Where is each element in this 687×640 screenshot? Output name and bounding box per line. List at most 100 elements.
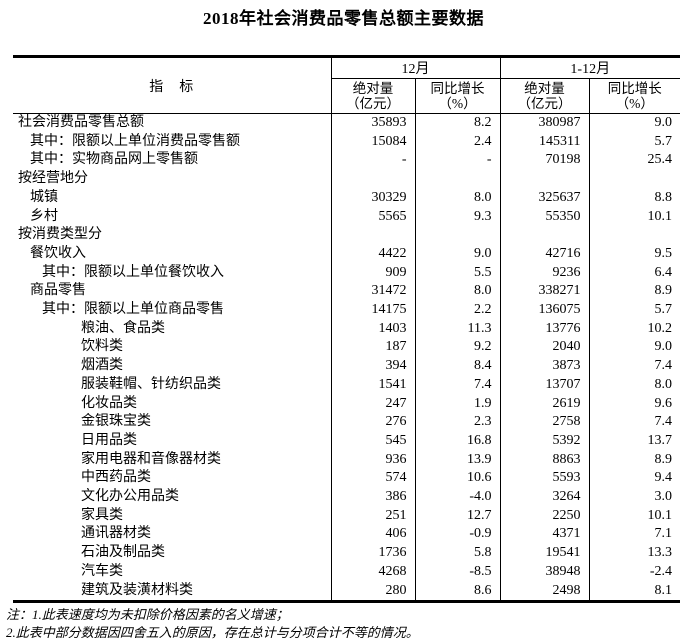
value-cell: 1541: [331, 375, 416, 395]
table-row: 石油及制品类 1736 5.8 19541 13.3: [13, 544, 680, 563]
value-cell: 7.4: [415, 375, 501, 395]
value-cell: 9.3: [415, 207, 501, 227]
value-cell: 187: [331, 338, 416, 358]
column-group-december: 12月: [331, 56, 501, 79]
subheader-line: 绝对量: [352, 80, 394, 96]
value-cell: 325637: [500, 188, 590, 208]
subheader-line: （%）: [438, 96, 477, 111]
value-cell: 42716: [500, 244, 590, 264]
table-row: 家具类 251 12.7 2250 10.1: [13, 506, 680, 526]
value-cell: 5.7: [654, 302, 673, 318]
table-row: 社会消费品零售总额 35893 8.2 380987 9.0: [13, 113, 680, 133]
value-cell: 9.6: [654, 395, 673, 411]
footnote-1: 注：1.此表速度均为未扣除价格因素的名义增速；: [6, 607, 289, 623]
value-cell: 11.3: [415, 319, 501, 339]
value-cell: 251: [331, 506, 416, 526]
value-cell: 936: [331, 450, 416, 470]
value-cell: 7.4: [654, 414, 673, 430]
value-cell: 5392: [500, 431, 590, 451]
footnotes: 注：1.此表速度均为未扣除价格因素的名义增速； 2.此表中部分数据因四舍五入的原…: [6, 606, 687, 640]
subheader-jandec-yoy-growth: 同比增长 （%）: [589, 78, 681, 114]
indicator-cell: 其中：限额以上单位餐饮收入: [13, 263, 332, 283]
value-cell: 2.2: [415, 301, 501, 320]
indicator-cell: 商品零售: [13, 282, 332, 302]
value-cell: -4.0: [415, 488, 501, 507]
indicator-cell: 服装鞋帽、针纺织品类: [13, 375, 332, 395]
indicator-cell: 粮油、食品类: [13, 319, 332, 339]
indicator-cell: 餐饮收入: [13, 244, 332, 264]
value-cell: -0.9: [415, 525, 501, 545]
value-cell: 247: [331, 394, 416, 414]
indicator-cell: 按经营地分: [13, 170, 332, 189]
value-cell: -8.5: [415, 562, 501, 582]
table-row: 日用品类 545 16.8 5392 13.7: [13, 431, 680, 451]
value-cell: [500, 226, 590, 245]
subheader-line: （亿元）: [517, 96, 572, 111]
value-cell: 1736: [331, 544, 416, 563]
subheader-dec-absolute: 绝对量 （亿元）: [331, 78, 416, 114]
value-cell: 1403: [331, 319, 416, 339]
value-cell: 13.3: [647, 545, 673, 561]
subheader-line: 同比增长: [430, 80, 485, 96]
value-cell: 5565: [331, 207, 416, 227]
value-cell: 8.6: [415, 581, 501, 602]
subheader-line: （%）: [615, 96, 654, 111]
table-row: 城镇 30329 8.0 325637 8.8: [13, 188, 680, 208]
value-cell: 8.2: [415, 113, 501, 133]
value-cell: 338271: [500, 282, 590, 302]
value-cell: 9.0: [415, 244, 501, 264]
value-cell: 9236: [500, 263, 590, 283]
indicator-cell: 饮料类: [13, 338, 332, 358]
value-cell: 8.0: [415, 282, 501, 302]
value-cell: 16.8: [415, 431, 501, 451]
subheader-line: （亿元）: [346, 96, 400, 111]
table-row: 乡村 5565 9.3 55350 10.1: [13, 207, 680, 227]
indicator-cell: 其中：限额以上单位消费品零售额: [13, 132, 332, 152]
table-row: 粮油、食品类 1403 11.3 13776 10.2: [13, 319, 680, 339]
value-cell: 9.0: [654, 339, 673, 355]
value-cell: 9.0: [654, 115, 673, 130]
value-cell: 6.4: [654, 264, 673, 280]
value-cell: 14175: [331, 301, 416, 320]
value-cell: 394: [331, 357, 416, 376]
value-cell: 8.4: [415, 357, 501, 376]
value-cell: 406: [331, 525, 416, 545]
value-cell: 136075: [500, 301, 590, 320]
value-cell: 2.3: [415, 413, 501, 432]
value-cell: 13776: [500, 319, 590, 339]
value-cell: 8.9: [654, 451, 673, 467]
indicator-cell: 日用品类: [13, 431, 332, 451]
value-cell: 2.4: [415, 132, 501, 152]
value-cell: 2758: [500, 413, 590, 432]
value-cell: 19541: [500, 544, 590, 563]
indicator-cell: 通讯器材类: [13, 525, 332, 545]
value-cell: 909: [331, 263, 416, 283]
value-cell: 8.9: [654, 283, 673, 299]
retail-sales-table: 指 标 12月 1-12月 绝对量 （亿元） 同比增长 （%） 绝对量 （亿元）: [13, 55, 681, 604]
value-cell: 3873: [500, 357, 590, 376]
value-cell: 9.4: [654, 470, 673, 486]
value-cell: 8863: [500, 450, 590, 470]
indicator-cell: 家具类: [13, 506, 332, 526]
indicator-cell: 建筑及装潢材料类: [13, 581, 332, 602]
indicator-cell: 乡村: [13, 207, 332, 227]
table-row: 其中：限额以上单位餐饮收入 909 5.5 9236 6.4: [13, 263, 680, 283]
table-row: 其中：限额以上单位商品零售 14175 2.2 136075 5.7: [13, 301, 680, 320]
indicator-cell: 城镇: [13, 188, 332, 208]
indicator-cell: 社会消费品零售总额: [13, 113, 332, 133]
table-row: 商品零售 31472 8.0 338271 8.9: [13, 282, 680, 302]
value-cell: [589, 226, 680, 245]
value-cell: 5.5: [415, 263, 501, 283]
indicator-cell: 化妆品类: [13, 394, 332, 414]
value-cell: 4371: [500, 525, 590, 545]
value-cell: 13.9: [415, 450, 501, 470]
value-cell: 3264: [500, 488, 590, 507]
value-cell: 38948: [500, 562, 590, 582]
table-row: 家用电器和音像器材类 936 13.9 8863 8.9: [13, 450, 680, 470]
value-cell: 5.8: [415, 544, 501, 563]
value-cell: -2.4: [649, 563, 673, 579]
table-row: 通讯器材类 406 -0.9 4371 7.1: [13, 525, 680, 545]
value-cell: [415, 170, 501, 189]
value-cell: 15084: [331, 132, 416, 152]
